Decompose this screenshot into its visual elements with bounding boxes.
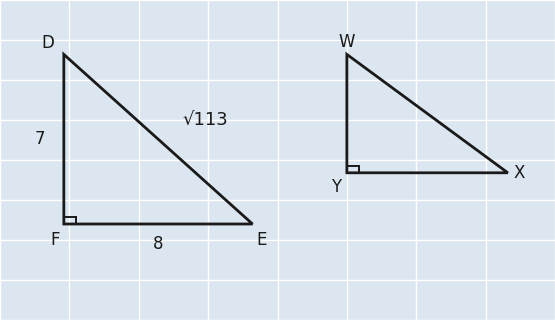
Text: 8: 8	[153, 235, 163, 252]
Text: W: W	[339, 33, 355, 51]
Text: X: X	[514, 164, 525, 182]
Text: F: F	[51, 231, 60, 249]
Text: D: D	[41, 34, 54, 52]
Text: √113: √113	[183, 111, 228, 129]
Text: Y: Y	[331, 179, 341, 196]
Text: E: E	[256, 231, 266, 249]
Text: 7: 7	[35, 130, 46, 148]
